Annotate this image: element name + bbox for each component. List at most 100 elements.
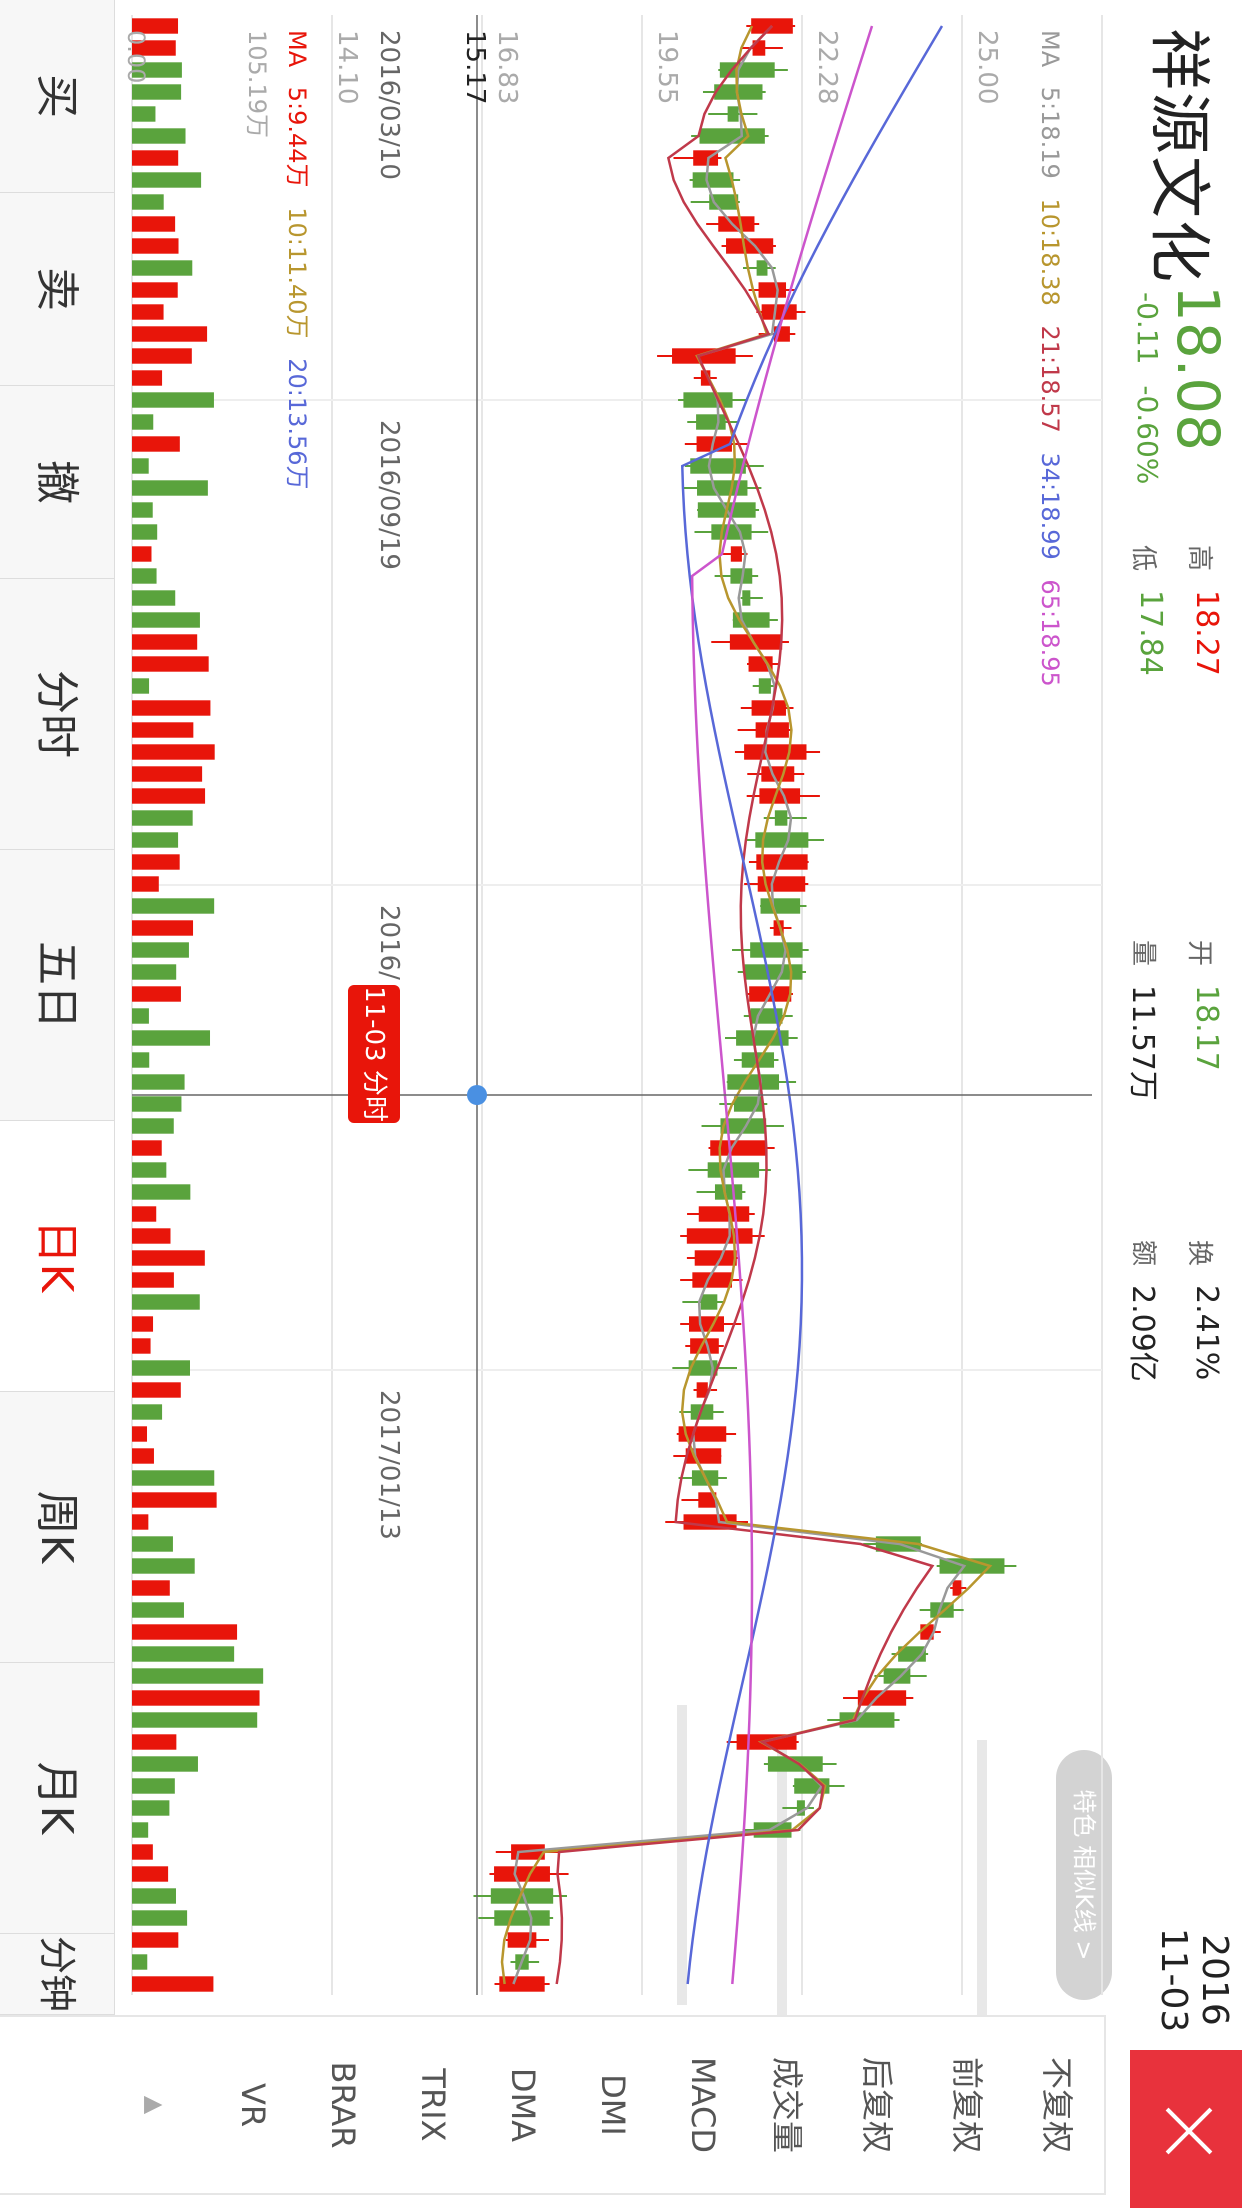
volume-bar: [132, 1184, 191, 1200]
candle-body: [718, 216, 755, 232]
volume-bar: [131, 1734, 177, 1750]
volume-bar: [131, 832, 179, 848]
volume-bar: [131, 1228, 171, 1244]
tab-five-day[interactable]: 五日: [0, 850, 114, 1121]
candle-body: [692, 172, 734, 188]
menu-dmi[interactable]: DMI: [594, 2074, 632, 2136]
volume-bar: [132, 1096, 182, 1112]
ma34-value: 34:18.99: [1036, 452, 1064, 560]
candle-body: [692, 1272, 732, 1288]
volume-bar: [131, 370, 163, 386]
volume-bar: [132, 590, 176, 606]
volume-bar: [131, 524, 158, 540]
tab-weekly-k[interactable]: 周K: [0, 1392, 114, 1663]
price-tick: 25.00: [972, 30, 1002, 105]
volume-bar: [132, 392, 214, 408]
highlight-stripe: [777, 1740, 787, 2015]
menu-trix[interactable]: TRIX: [414, 2068, 452, 2142]
highlight-stripe: [977, 1740, 987, 2015]
volume-bar: [131, 1162, 167, 1178]
volume-bar: [131, 62, 182, 78]
volume-bar: [131, 128, 186, 144]
volume-bar: [131, 1514, 149, 1530]
volume-bar: [131, 898, 215, 914]
candle-body: [494, 1866, 550, 1882]
volume-bar: [131, 1624, 238, 1640]
volume-bar: [132, 502, 153, 518]
candle-body: [714, 1184, 743, 1200]
candle-body: [700, 370, 711, 386]
volume-ma-legend: MA 5:9.44万 10:11.40万 20:13.56万: [282, 30, 317, 502]
date-tick: 2016/09/19: [374, 420, 404, 570]
volume-bar: [132, 40, 176, 56]
volume-min: 0.00: [122, 30, 150, 84]
volume-bar: [132, 1206, 157, 1222]
kline-chart[interactable]: [115, 0, 1242, 2015]
candle-body: [751, 18, 793, 34]
ma-legend: MA 5:18.19 10:18.38 21:18.57 34:18.99 65…: [1036, 30, 1064, 699]
tab-monthly-k[interactable]: 月K: [0, 1663, 114, 1934]
candle-body: [697, 480, 748, 496]
crosshair-date-badge[interactable]: 11-03 分时 >: [307, 985, 400, 1123]
vol-ma20-value: 20:13.56万: [283, 358, 311, 490]
tab-minute[interactable]: 分钟▾: [0, 1934, 114, 2015]
ma10-value: 10:18.38: [1036, 198, 1064, 306]
candle-body: [744, 964, 803, 980]
menu-brar[interactable]: BRAR: [324, 2061, 362, 2149]
volume-bar: [131, 414, 154, 430]
candle-body: [499, 1976, 545, 1992]
volume-bar: [131, 238, 179, 254]
volume-bar: [131, 1250, 205, 1266]
menu-vr[interactable]: VR: [234, 2082, 272, 2128]
candle-body: [690, 458, 746, 474]
candle-body: [751, 700, 786, 716]
tab-daily-k[interactable]: 日K: [0, 1121, 114, 1392]
volume-bar: [131, 678, 150, 694]
volume-bar: [131, 150, 179, 166]
menu-volume[interactable]: 成交量: [768, 2056, 806, 2153]
menu-macd[interactable]: MACD: [684, 2057, 722, 2153]
menu-no-adjust[interactable]: 不复权: [1038, 2056, 1076, 2153]
volume-bar: [132, 84, 182, 100]
candle-body: [758, 678, 771, 694]
tab-intraday[interactable]: 分时: [0, 579, 114, 850]
candle-body: [707, 1162, 760, 1178]
close-button[interactable]: [1130, 2050, 1242, 2208]
candle-body: [494, 1910, 550, 1926]
candle-body: [690, 1404, 714, 1420]
volume-max: 105.19万: [243, 30, 271, 138]
candle-body: [714, 84, 763, 100]
menu-dma[interactable]: DMA: [504, 2067, 542, 2143]
volume-bar: [132, 766, 203, 782]
candle-body: [711, 524, 752, 540]
volume-bar: [131, 1756, 198, 1772]
volume-bar: [131, 634, 198, 650]
tab-sell[interactable]: 卖: [0, 193, 114, 386]
candle-body: [774, 810, 788, 826]
ma-prefix: MA: [1036, 30, 1064, 68]
volume-bar: [132, 1976, 214, 1992]
menu-more-arrow-icon[interactable]: ▲: [141, 2095, 169, 2115]
ma34-line: [681, 25, 944, 1985]
volume-bar: [131, 348, 192, 364]
volume-bar: [131, 1338, 151, 1354]
date-tick: 2016/: [374, 905, 404, 980]
volume-bar: [131, 1382, 181, 1398]
candle-body: [758, 282, 787, 298]
menu-backward-adjust[interactable]: 后复权: [858, 2056, 896, 2153]
volume-bar: [132, 788, 206, 804]
menu-forward-adjust[interactable]: 前复权: [948, 2056, 986, 2153]
volume-bar: [132, 1074, 185, 1090]
candle-body: [507, 1932, 537, 1948]
crosshair-price: 15.17: [460, 30, 490, 105]
date-tick: 2017/01/13: [374, 1390, 404, 1540]
candle-body: [730, 568, 753, 584]
tab-buy[interactable]: 买: [0, 0, 114, 193]
tab-cancel[interactable]: 撤: [0, 386, 114, 579]
candle-body: [730, 546, 742, 562]
candle-body: [683, 392, 733, 408]
vol-ma-prefix: MA: [283, 30, 311, 68]
candle-body: [689, 1316, 724, 1332]
candle-body: [698, 1492, 717, 1508]
candle-body: [761, 304, 797, 320]
